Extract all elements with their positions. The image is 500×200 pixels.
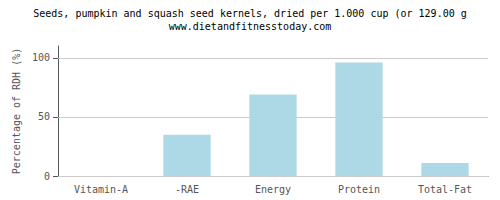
svg-text:Total-Fat: Total-Fat <box>418 184 472 195</box>
svg-text:Percentage of RDH (%): Percentage of RDH (%) <box>11 48 22 174</box>
svg-text:Seeds, pumpkin and squash seed: Seeds, pumpkin and squash seed kernels, … <box>33 8 466 19</box>
svg-text:-RAE: -RAE <box>175 184 199 195</box>
svg-text:Energy: Energy <box>255 184 291 195</box>
svg-text:0: 0 <box>44 171 50 182</box>
svg-text:50: 50 <box>38 111 50 122</box>
svg-text:Vitamin-A: Vitamin-A <box>74 184 128 195</box>
svg-text:www.dietandfitnesstoday.com: www.dietandfitnesstoday.com <box>169 21 332 32</box>
svg-text:Protein: Protein <box>338 184 380 195</box>
svg-text:100: 100 <box>32 52 50 63</box>
